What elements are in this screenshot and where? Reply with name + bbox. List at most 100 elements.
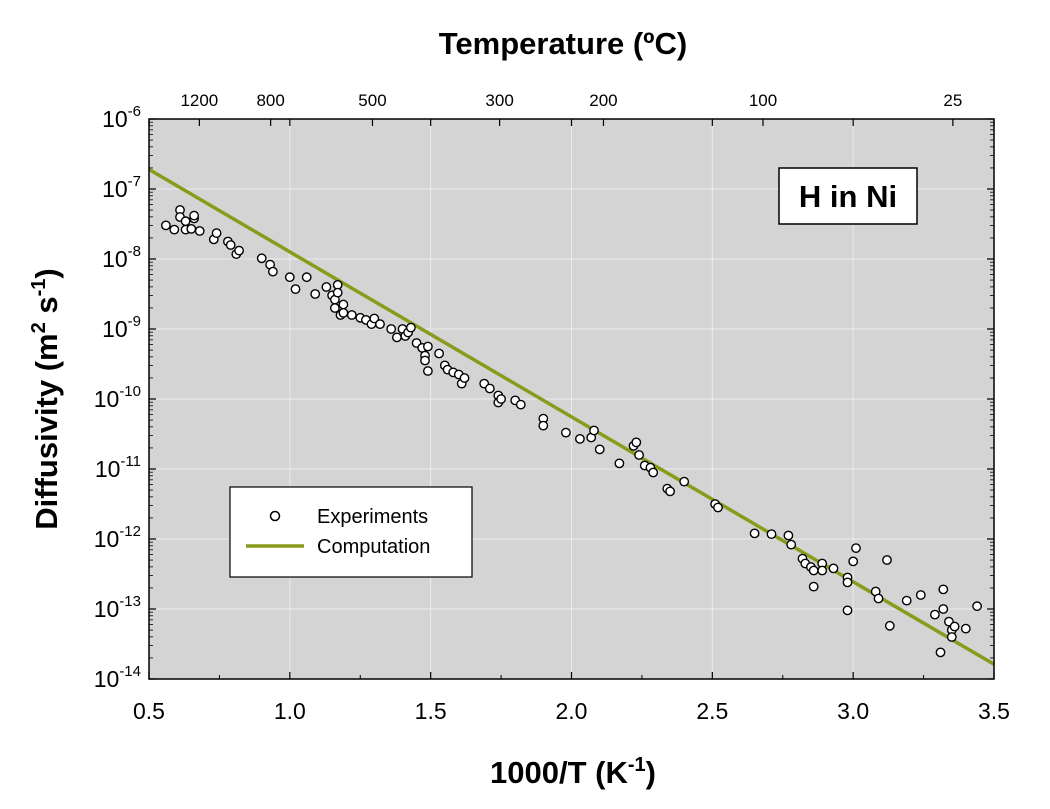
y-tick-exponent: -10: [119, 383, 141, 400]
experiment-point: [405, 322, 416, 333]
experiment-point: [575, 433, 585, 444]
experiment-point: [808, 581, 819, 592]
annotation-box: [778, 167, 918, 225]
x-tick-label: 0.5: [133, 698, 165, 724]
experiment-point: [594, 444, 605, 455]
experiment-point: [160, 220, 171, 231]
experiment-point: [828, 563, 839, 574]
experiment-point: [301, 272, 312, 283]
y-tick-exponent: -12: [119, 523, 141, 540]
y-axis-title-mid: s: [29, 296, 64, 322]
experiment-point: [783, 530, 794, 541]
experiment-point: [194, 226, 205, 236]
y-tick-base: 10: [102, 106, 128, 132]
top-tick-label: 100: [749, 91, 777, 110]
y-tick-exponent: -8: [128, 243, 141, 260]
experiment-point: [434, 348, 444, 359]
experiment-point: [420, 355, 430, 366]
experiment-point: [930, 609, 940, 620]
legend-label-experiments: Experiments: [317, 506, 428, 528]
experiment-point: [561, 427, 571, 438]
experiment-point: [766, 529, 777, 539]
y-tick-exponent: -9: [128, 313, 141, 330]
y-tick-exponent: -6: [128, 103, 141, 120]
experiment-point: [234, 245, 245, 256]
experiment-point: [267, 266, 278, 277]
experiment-point: [634, 450, 644, 460]
experiment-point: [915, 590, 926, 600]
experiment-point: [538, 420, 549, 431]
y-axis-title: Diffusivity (m2 s-1): [28, 268, 64, 529]
experiment-point: [679, 476, 690, 487]
experiment-point: [935, 647, 946, 658]
experiment-point: [338, 307, 349, 318]
experiment-point: [851, 543, 861, 553]
experiment-point: [211, 228, 222, 239]
top-tick-label: 1200: [180, 91, 218, 110]
x-axis-title-tail: ): [646, 755, 656, 790]
y-tick-label: 10-12: [94, 523, 141, 552]
y-axis-title-sup2: -1: [28, 279, 50, 297]
experiment-point: [648, 467, 659, 478]
experiment-point: [346, 310, 357, 320]
y-tick-base: 10: [102, 316, 128, 342]
y-tick-label: 10-8: [102, 243, 141, 272]
grid: [149, 119, 994, 679]
experiment-point: [386, 324, 397, 334]
experiment-point: [808, 565, 819, 576]
top-tick-label: 800: [256, 91, 284, 110]
experiment-point: [225, 240, 236, 250]
y-tick-label: 10-13: [94, 593, 141, 622]
legend-marker-experiments: [269, 510, 281, 522]
experiment-point: [391, 332, 402, 343]
experiment-point: [284, 272, 295, 283]
experiment-point: [842, 577, 853, 588]
experiment-point: [938, 604, 949, 614]
y-tick-base: 10: [94, 386, 120, 412]
experiment-point: [786, 539, 797, 550]
top-tick-label: 200: [589, 91, 617, 110]
computation-line: [148, 167, 995, 666]
legend-box: [229, 486, 473, 578]
experiment-point: [946, 632, 957, 642]
experiment-point: [321, 282, 332, 292]
experiment-point: [949, 621, 960, 632]
experiment-point: [422, 341, 433, 352]
y-tick-label: 10-7: [102, 173, 141, 202]
x-tick-label: 1.0: [274, 698, 306, 724]
y-axis-title-sup1: 2: [28, 322, 50, 333]
y-tick-base: 10: [102, 246, 128, 272]
experiment-point: [749, 528, 760, 539]
experiment-point: [338, 299, 349, 310]
experiment-markers: [160, 205, 982, 658]
top-tick-label: 500: [358, 91, 386, 110]
y-tick-base: 10: [95, 456, 121, 482]
experiment-point: [614, 458, 625, 469]
top-axis-title: Temperature (ºC): [439, 26, 687, 61]
y-tick-label: 10-6: [102, 103, 141, 132]
x-axis-title-main: 1000/T (K: [490, 755, 628, 790]
y-axis-title-main: Diffusivity (m: [29, 333, 64, 529]
y-tick-base: 10: [94, 596, 120, 622]
axis-ticks: [148, 118, 995, 680]
experiment-point: [882, 555, 892, 565]
y-tick-exponent: -14: [119, 663, 141, 680]
x-axis-title-sup: -1: [628, 754, 646, 776]
y-tick-exponent: -7: [128, 173, 141, 190]
top-tick-label: 300: [485, 91, 513, 110]
experiment-point: [186, 223, 197, 234]
legend-label-computation: Computation: [317, 536, 430, 558]
y-tick-label: 10-9: [102, 313, 141, 342]
experiment-point: [848, 556, 859, 567]
legend: Experiments Computation: [229, 486, 473, 578]
experiment-point: [256, 253, 267, 264]
experiment-point: [589, 425, 599, 436]
experiment-point: [459, 373, 470, 383]
experiment-point: [842, 605, 853, 616]
top-tick-label: 25: [943, 91, 962, 110]
experiment-point: [515, 399, 526, 410]
experiment-point: [960, 623, 971, 634]
x-tick-label: 2.5: [696, 698, 728, 724]
y-tick-label: 10-10: [94, 383, 141, 412]
